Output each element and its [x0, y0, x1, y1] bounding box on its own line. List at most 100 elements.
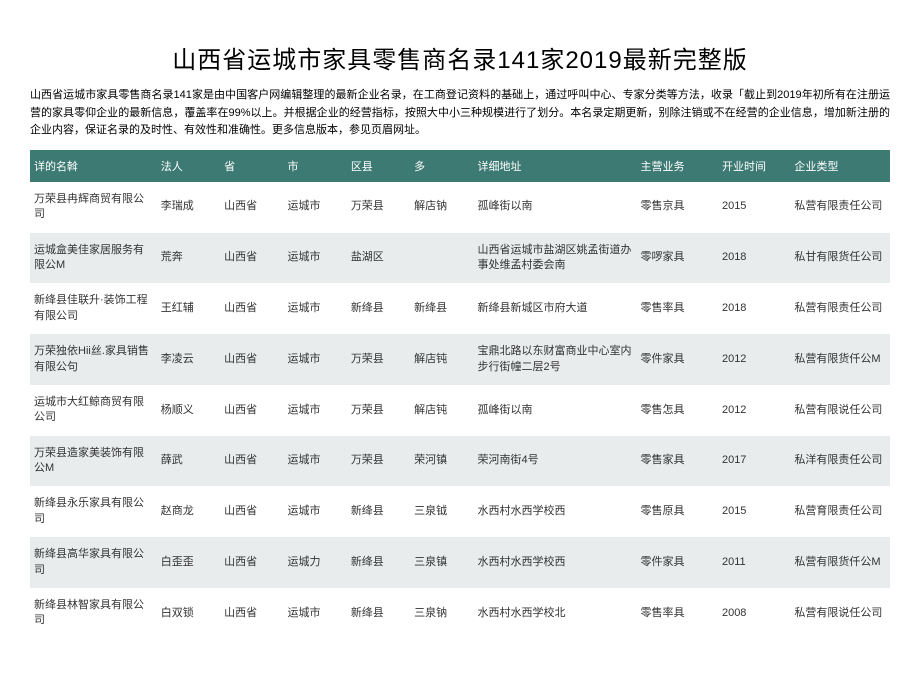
header-business: 主营业务	[636, 150, 717, 182]
cell-district: 新绛县	[347, 486, 410, 537]
cell-year: 2008	[718, 588, 790, 639]
cell-address: 孤峰街以南	[474, 385, 637, 436]
cell-address: 水西村水西学校西	[474, 537, 637, 588]
cell-year: 2015	[718, 182, 790, 233]
cell-legal: 荒奔	[157, 233, 220, 284]
cell-district: 万荣县	[347, 334, 410, 385]
header-town: 多	[410, 150, 473, 182]
cell-town: 解店钝	[410, 334, 473, 385]
page-description: 山西省运城市家具零售商名录141家是由中国客户网编辑整理的最新企业名录，在工商登…	[30, 87, 890, 140]
cell-business: 零售家具	[636, 436, 717, 487]
cell-name: 新绛县佳联升·装饰工程有限公司	[30, 283, 157, 334]
cell-district: 万荣县	[347, 182, 410, 233]
cell-city: 运城市	[283, 385, 346, 436]
cell-address: 山西省运城市盐湖区姚孟街道办事处维孟村委会南	[474, 233, 637, 284]
header-type: 企业类型	[790, 150, 890, 182]
cell-province: 山西省	[220, 182, 283, 233]
cell-legal: 杨顺义	[157, 385, 220, 436]
header-legal: 法人	[157, 150, 220, 182]
cell-type: 私甘有限货任公司	[790, 233, 890, 284]
cell-address: 宝鼎北路以东财富商业中心室内步行街幢二层2号	[474, 334, 637, 385]
cell-business: 零售京具	[636, 182, 717, 233]
cell-legal: 薛武	[157, 436, 220, 487]
table-row: 新绛县永乐家具有限公司赵商龙山西省运城市新绛县三泉钺水西村水西学校西零售原具20…	[30, 486, 890, 537]
table-body: 万荣县冉辉商贸有限公司李瑞成山西省运城市万荣县解店钠孤峰街以南零售京具2015私…	[30, 182, 890, 639]
cell-town: 三泉钺	[410, 486, 473, 537]
cell-district: 盐湖区	[347, 233, 410, 284]
cell-name: 万荣县造家美装饰有限公M	[30, 436, 157, 487]
cell-province: 山西省	[220, 233, 283, 284]
cell-legal: 赵商龙	[157, 486, 220, 537]
cell-city: 运城市	[283, 182, 346, 233]
cell-address: 水西村水西学校西	[474, 486, 637, 537]
cell-name: 新绛县林智家具有限公司	[30, 588, 157, 639]
cell-year: 2012	[718, 385, 790, 436]
cell-district: 新绛县	[347, 283, 410, 334]
cell-type: 私营有限责任公司	[790, 283, 890, 334]
table-row: 万荣县造家美装饰有限公M薛武山西省运城市万荣县荣河镇荣河南街4号零售家具2017…	[30, 436, 890, 487]
header-name: 详的名斡	[30, 150, 157, 182]
cell-town: 荣河镇	[410, 436, 473, 487]
header-province: 省	[220, 150, 283, 182]
cell-legal: 白双锁	[157, 588, 220, 639]
header-district: 区县	[347, 150, 410, 182]
cell-legal: 李凌云	[157, 334, 220, 385]
cell-year: 2011	[718, 537, 790, 588]
cell-province: 山西省	[220, 436, 283, 487]
cell-address: 孤峰街以南	[474, 182, 637, 233]
cell-province: 山西省	[220, 588, 283, 639]
header-year: 开业时间	[718, 150, 790, 182]
cell-name: 万荣县冉辉商贸有限公司	[30, 182, 157, 233]
cell-address: 水西村水西学校北	[474, 588, 637, 639]
cell-province: 山西省	[220, 283, 283, 334]
company-table: 详的名斡 法人 省 市 区县 多 详细地址 主营业务 开业时间 企业类型 万荣县…	[30, 150, 890, 639]
cell-town: 新绛县	[410, 283, 473, 334]
table-row: 新绛县高华家具有限公司白歪歪山西省运城力新绛县三泉镇水西村水西学校西零件家具20…	[30, 537, 890, 588]
cell-business: 零售率具	[636, 588, 717, 639]
cell-province: 山西省	[220, 334, 283, 385]
table-header-row: 详的名斡 法人 省 市 区县 多 详细地址 主营业务 开业时间 企业类型	[30, 150, 890, 182]
cell-type: 私营有限责任公司	[790, 182, 890, 233]
cell-name: 运城市大红鲸商贸有限公司	[30, 385, 157, 436]
cell-address: 荣河南街4号	[474, 436, 637, 487]
cell-business: 零售率具	[636, 283, 717, 334]
cell-town: 解店钝	[410, 385, 473, 436]
cell-province: 山西省	[220, 537, 283, 588]
cell-city: 运城市	[283, 588, 346, 639]
table-row: 新绛县佳联升·装饰工程有限公司王红辅山西省运城市新绛县新绛县新绛县新城区市府大道…	[30, 283, 890, 334]
cell-district: 新绛县	[347, 588, 410, 639]
cell-city: 运城市	[283, 283, 346, 334]
cell-legal: 王红辅	[157, 283, 220, 334]
cell-city: 运城力	[283, 537, 346, 588]
cell-type: 私营育限责任公司	[790, 486, 890, 537]
table-row: 运城市大红鲸商贸有限公司杨顺义山西省运城市万荣县解店钝孤峰街以南零售怎具2012…	[30, 385, 890, 436]
cell-district: 万荣县	[347, 385, 410, 436]
table-row: 运城盒美佳家居服务有限公M荒奔山西省运城市盐湖区山西省运城市盐湖区姚孟街道办事处…	[30, 233, 890, 284]
cell-name: 万荣独依Hii丝.家具销售有限公句	[30, 334, 157, 385]
cell-type: 私营有限货仟公M	[790, 537, 890, 588]
cell-type: 私营有限说任公司	[790, 588, 890, 639]
cell-legal: 白歪歪	[157, 537, 220, 588]
cell-year: 2017	[718, 436, 790, 487]
cell-province: 山西省	[220, 486, 283, 537]
cell-town: 三泉钠	[410, 588, 473, 639]
cell-year: 2015	[718, 486, 790, 537]
table-row: 新绛县林智家具有限公司白双锁山西省运城市新绛县三泉钠水西村水西学校北零售率具20…	[30, 588, 890, 639]
cell-city: 运城市	[283, 436, 346, 487]
cell-year: 2018	[718, 233, 790, 284]
cell-name: 新绛县高华家具有限公司	[30, 537, 157, 588]
cell-town: 三泉镇	[410, 537, 473, 588]
cell-legal: 李瑞成	[157, 182, 220, 233]
cell-type: 私洋有限责任公司	[790, 436, 890, 487]
cell-city: 运城市	[283, 486, 346, 537]
cell-town: 解店钠	[410, 182, 473, 233]
cell-type: 私营有限货仟公M	[790, 334, 890, 385]
cell-business: 零件家具	[636, 334, 717, 385]
page-title: 山西省运城市家具零售商名录141家2019最新完整版	[30, 40, 890, 75]
cell-type: 私营有限说任公司	[790, 385, 890, 436]
header-address: 详细地址	[474, 150, 637, 182]
cell-year: 2018	[718, 283, 790, 334]
header-city: 市	[283, 150, 346, 182]
cell-business: 零售原具	[636, 486, 717, 537]
cell-district: 万荣县	[347, 436, 410, 487]
